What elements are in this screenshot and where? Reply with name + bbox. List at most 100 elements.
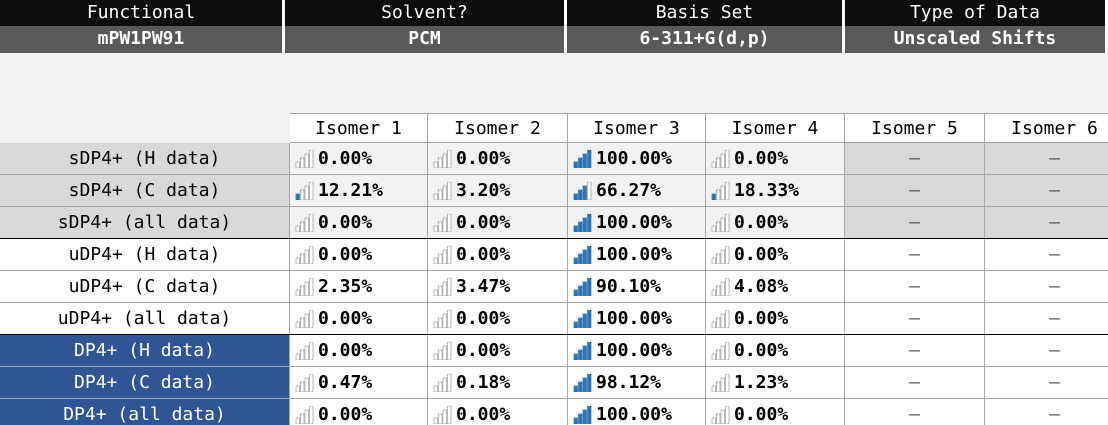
row-label: uDP4+ (H data) bbox=[0, 239, 290, 271]
signal-bar bbox=[304, 153, 309, 168]
signal-bar bbox=[300, 413, 305, 424]
signal-icon bbox=[433, 278, 452, 296]
signal-bar bbox=[442, 409, 447, 424]
empty-cell: – bbox=[845, 335, 985, 367]
signal-bar bbox=[295, 385, 300, 392]
value-cell: 100.00% bbox=[568, 239, 706, 271]
signal-bar bbox=[304, 281, 309, 296]
column-header: Isomer 4 bbox=[706, 113, 845, 143]
cell-text: 100.00% bbox=[596, 212, 672, 233]
column-header: Isomer 6 bbox=[985, 113, 1108, 143]
signal-bar bbox=[304, 377, 309, 392]
signal-bar bbox=[433, 289, 438, 296]
signal-bar bbox=[720, 217, 725, 232]
signal-bar bbox=[582, 345, 587, 360]
value-cell: 0.00% bbox=[290, 207, 428, 239]
column-header: Isomer 5 bbox=[845, 113, 985, 143]
signal-bar bbox=[573, 385, 578, 392]
cell-text: PCM bbox=[408, 28, 441, 49]
row-label: DP4+ (C data) bbox=[0, 367, 290, 399]
empty-cell: – bbox=[985, 399, 1108, 425]
signal-icon bbox=[433, 310, 452, 328]
signal-bar bbox=[309, 342, 314, 360]
signal-bar bbox=[438, 221, 443, 232]
value-cell: 0.00% bbox=[290, 335, 428, 367]
value-cell: 0.00% bbox=[428, 335, 568, 367]
value-cell: 1.23% bbox=[706, 367, 845, 399]
cell-text: – bbox=[909, 276, 920, 297]
signal-bar bbox=[725, 374, 730, 392]
signal-bar bbox=[582, 377, 587, 392]
row-label: sDP4+ (all data) bbox=[0, 207, 290, 239]
column-header: Isomer 2 bbox=[428, 113, 568, 143]
signal-icon bbox=[433, 214, 452, 232]
cell-text: uDP4+ (all data) bbox=[57, 308, 232, 329]
signal-bar bbox=[587, 182, 592, 200]
cell-text: 0.00% bbox=[734, 244, 789, 265]
signal-bar bbox=[309, 278, 314, 296]
header-value: mPW1PW91 bbox=[0, 26, 285, 53]
cell-text: 100.00% bbox=[596, 404, 672, 425]
cell-text: – bbox=[1049, 404, 1060, 425]
signal-bar bbox=[447, 150, 452, 168]
signal-bar bbox=[582, 217, 587, 232]
cell-text: 0.00% bbox=[734, 404, 789, 425]
signal-bar bbox=[442, 345, 447, 360]
cell-text: Functional bbox=[86, 2, 196, 23]
cell-text: sDP4+ (all data) bbox=[57, 212, 232, 233]
signal-bar bbox=[447, 342, 452, 360]
value-cell: 3.20% bbox=[428, 175, 568, 207]
signal-bar bbox=[587, 246, 592, 264]
empty-cell: – bbox=[845, 303, 985, 335]
cell-text: 2.35% bbox=[318, 276, 373, 297]
cell-text: DP4+ (H data) bbox=[74, 340, 215, 361]
cell-text: 90.10% bbox=[596, 276, 662, 297]
cell-text: uDP4+ (H data) bbox=[68, 244, 221, 265]
empty-cell: – bbox=[845, 239, 985, 271]
signal-bar bbox=[716, 317, 721, 328]
signal-bar bbox=[578, 221, 583, 232]
signal-bar bbox=[433, 417, 438, 424]
signal-bar bbox=[433, 321, 438, 328]
signal-bar bbox=[438, 349, 443, 360]
empty-cell: – bbox=[845, 367, 985, 399]
value-cell: 0.00% bbox=[706, 335, 845, 367]
value-cell: 0.00% bbox=[706, 239, 845, 271]
signal-bar bbox=[295, 257, 300, 264]
value-cell: 18.33% bbox=[706, 175, 845, 207]
signal-icon bbox=[573, 246, 592, 264]
cell-text: sDP4+ (C data) bbox=[68, 180, 221, 201]
signal-bar bbox=[447, 182, 452, 200]
value-cell: 0.00% bbox=[290, 303, 428, 335]
signal-bar bbox=[711, 257, 716, 264]
cell-text: Type of Data bbox=[909, 2, 1041, 23]
value-cell: 0.00% bbox=[290, 239, 428, 271]
cell-text: sDP4+ (H data) bbox=[68, 148, 221, 169]
empty-cell: – bbox=[985, 239, 1108, 271]
signal-bar bbox=[300, 189, 305, 200]
signal-bar bbox=[433, 193, 438, 200]
row-label: DP4+ (H data) bbox=[0, 335, 290, 367]
signal-bar bbox=[433, 225, 438, 232]
signal-icon bbox=[573, 406, 592, 424]
signal-bar bbox=[309, 214, 314, 232]
cell-text: 6-311+G(d,p) bbox=[639, 28, 770, 49]
signal-icon bbox=[295, 278, 314, 296]
signal-bar bbox=[442, 217, 447, 232]
signal-bar bbox=[725, 342, 730, 360]
value-cell: 0.00% bbox=[290, 143, 428, 175]
signal-bar bbox=[582, 281, 587, 296]
signal-icon bbox=[711, 182, 730, 200]
signal-bar bbox=[716, 413, 721, 424]
signal-bar bbox=[578, 285, 583, 296]
value-cell: 100.00% bbox=[568, 399, 706, 425]
signal-icon bbox=[711, 150, 730, 168]
signal-bar bbox=[433, 385, 438, 392]
signal-bar bbox=[573, 417, 578, 424]
column-header: Isomer 1 bbox=[290, 113, 428, 143]
signal-bar bbox=[716, 381, 721, 392]
cell-text: – bbox=[1049, 244, 1060, 265]
signal-bar bbox=[711, 385, 716, 392]
signal-bar bbox=[573, 193, 578, 200]
signal-bar bbox=[578, 349, 583, 360]
